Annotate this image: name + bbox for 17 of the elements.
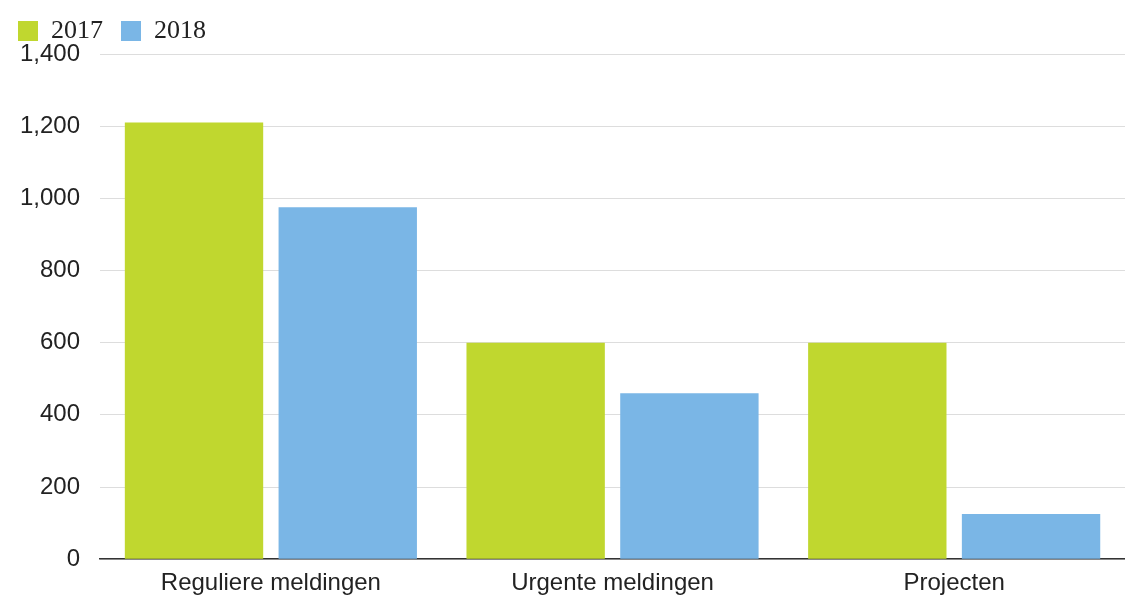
y-tick-label: 1,000 [20,182,81,210]
x-tick-label: Projecten [903,568,1005,596]
y-tick-label: 200 [40,471,81,499]
y-tick-label: 0 [66,543,81,571]
bar [961,514,1101,559]
bar [808,342,947,559]
x-tick-label: Reguliere meldingen [160,568,381,596]
bar [620,393,759,559]
bar [466,342,605,559]
bar [124,122,264,559]
bar [278,207,417,559]
y-tick-label: 600 [40,327,81,355]
x-tick-label: Urgente meldingen [511,568,714,596]
y-tick-label: 1,200 [20,110,81,138]
legend-label: 2018 [154,14,206,44]
y-tick-label: 800 [40,255,81,283]
y-tick-label: 400 [40,399,81,427]
